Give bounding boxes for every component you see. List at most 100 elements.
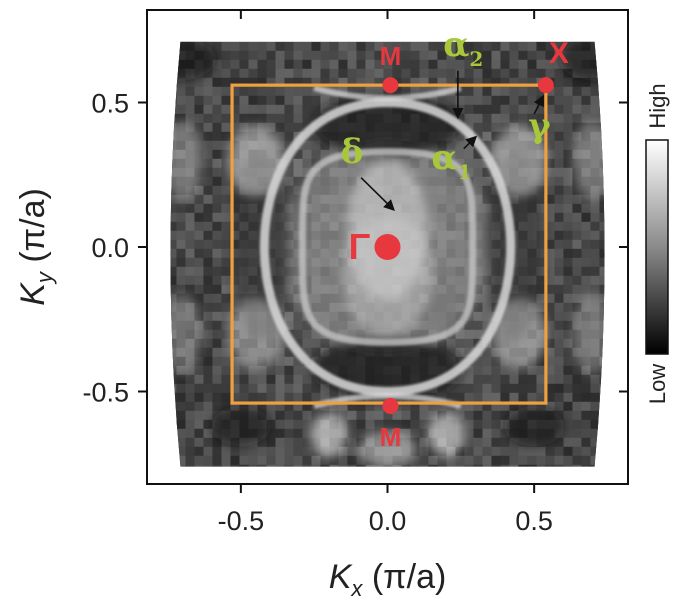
heatmap-cell <box>482 455 493 466</box>
heatmap-cell <box>203 122 214 133</box>
heatmap-cell <box>545 383 556 394</box>
heatmap-cell <box>158 384 168 394</box>
heatmap-cell <box>302 455 313 466</box>
heatmap-cell <box>302 401 313 412</box>
heatmap-cell <box>464 50 475 61</box>
heatmap-cell <box>203 284 214 295</box>
heatmap-cell <box>212 122 223 133</box>
heatmap-cell <box>230 104 241 115</box>
heatmap-cell <box>320 149 331 160</box>
heatmap-cell <box>599 374 605 385</box>
heatmap-cell <box>527 122 538 133</box>
heatmap-cell <box>572 86 583 97</box>
heatmap-cell <box>581 239 592 250</box>
heatmap-cell <box>170 374 178 385</box>
heatmap-cell <box>491 68 502 79</box>
heatmap-cell <box>230 86 241 97</box>
heatmap-cell <box>203 455 214 466</box>
heatmap-cell <box>473 176 484 187</box>
heatmap-cell <box>248 41 259 52</box>
heatmap-cell <box>455 410 466 421</box>
heatmap-cell <box>554 230 565 241</box>
heatmap-cell <box>482 59 493 70</box>
heatmap-cell <box>392 59 403 70</box>
heatmap-cell <box>419 455 430 466</box>
heatmap-cell <box>572 203 583 214</box>
heatmap-cell <box>203 410 214 421</box>
heatmap-cell <box>257 104 268 115</box>
heatmap-cell <box>347 455 358 466</box>
heatmap-cell <box>608 339 618 349</box>
heatmap-cell <box>239 50 250 61</box>
heatmap-cell <box>293 113 304 124</box>
heatmap-cell <box>284 77 295 88</box>
heatmap-cell <box>590 86 601 97</box>
heatmap-cell <box>212 131 223 142</box>
heatmap-cell <box>194 194 205 205</box>
heatmap-cell <box>221 86 232 97</box>
heatmap-cell <box>221 113 232 124</box>
heatmap-cell <box>203 392 214 403</box>
heatmap-cell <box>545 320 556 331</box>
heatmap-cell <box>239 455 250 466</box>
heatmap-cell <box>176 410 187 421</box>
heatmap-cell <box>221 320 232 331</box>
heatmap-cell <box>365 410 376 421</box>
heatmap-cell <box>248 392 259 403</box>
heatmap-cell <box>257 59 268 70</box>
heatmap-cell <box>248 95 259 106</box>
heatmap-cell <box>473 77 484 88</box>
heatmap-cell <box>212 248 223 259</box>
heatmap-cell <box>170 383 178 394</box>
heatmap-cell <box>545 293 556 304</box>
heatmap-cell <box>170 392 178 403</box>
heatmap-cell <box>419 50 430 61</box>
heatmap-cell <box>455 383 466 394</box>
heatmap-cell <box>203 374 214 385</box>
heatmap-cell <box>212 347 223 358</box>
heatmap-cell <box>464 329 475 340</box>
heatmap-cell <box>158 240 168 250</box>
pocket-labels: α2 α1 δ γ <box>341 25 552 184</box>
heatmap-cell <box>455 464 466 467</box>
heatmap-cell <box>401 77 412 88</box>
heatmap-cell <box>212 140 223 151</box>
heatmap-cell <box>563 149 574 160</box>
heatmap-cell <box>257 68 268 79</box>
heatmap-cell <box>320 338 331 349</box>
intensity-blob <box>227 299 284 368</box>
heatmap-cell <box>572 419 583 430</box>
heatmap-cell <box>401 41 412 52</box>
heatmap-cell <box>545 275 556 286</box>
heatmap-cell <box>428 41 439 52</box>
heatmap-cell <box>293 41 304 52</box>
heatmap-cell <box>158 420 168 430</box>
heatmap-cell <box>491 410 502 421</box>
heatmap-cell <box>230 356 241 367</box>
heatmap-cell <box>464 392 475 403</box>
heatmap-cell <box>158 51 168 61</box>
heatmap-cell <box>482 302 493 313</box>
heatmap-cell <box>383 410 394 421</box>
heatmap-cell <box>491 86 502 97</box>
heatmap-cell <box>239 41 250 52</box>
heatmap-cell <box>248 59 259 70</box>
heatmap-cell <box>266 401 277 412</box>
heatmap-cell <box>599 392 605 403</box>
heatmap-cell <box>257 77 268 88</box>
heatmap-cell <box>284 104 295 115</box>
heatmap-cell <box>572 266 583 277</box>
heatmap-cell <box>212 464 223 467</box>
heatmap-cell <box>311 374 322 385</box>
heatmap-cell <box>383 68 394 79</box>
heatmap-cell <box>482 194 493 205</box>
intensity-blob <box>170 41 217 82</box>
heatmap-cell <box>500 401 511 412</box>
heatmap-cell <box>545 347 556 358</box>
heatmap-cell <box>257 374 268 385</box>
heatmap-cell <box>572 365 583 376</box>
heatmap-cell <box>221 383 232 394</box>
heatmap-cell <box>158 168 168 178</box>
heatmap-cell <box>158 42 168 52</box>
heatmap-cell <box>563 437 574 448</box>
